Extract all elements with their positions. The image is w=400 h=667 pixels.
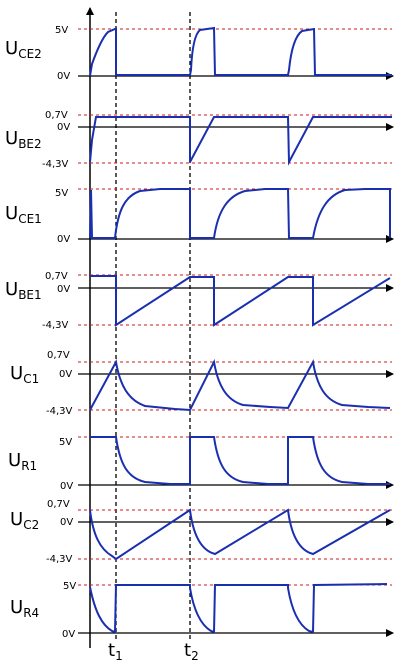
tick-label: -4,3V <box>42 320 69 331</box>
trace-label: UC2 <box>10 509 39 532</box>
trace-label: UBE1 <box>5 279 42 302</box>
tick-label: -4,3V <box>42 159 69 170</box>
tick-label: 5V <box>55 188 68 199</box>
tick-label: 5V <box>55 25 68 36</box>
signal-uce2 <box>89 26 392 77</box>
tick-label: 0,7V <box>47 350 70 361</box>
trace-label: UR1 <box>8 450 37 473</box>
trace-label: UR4 <box>10 597 39 620</box>
t2-label: t2 <box>184 640 199 663</box>
signal-uc2 <box>89 508 391 561</box>
trace-uc2: UC2 0,7V 0V -4,3V <box>10 499 394 565</box>
tick-label: 5V <box>63 581 76 592</box>
tick-label: 0,7V <box>47 499 70 510</box>
tick-label: 0V <box>57 234 70 245</box>
trace-label: UC1 <box>10 363 39 386</box>
signal-ur4 <box>89 583 388 634</box>
trace-ur1: UR1 5V 0V <box>8 436 394 492</box>
signal-ube1 <box>90 275 391 327</box>
tick-label: 0,7V <box>45 110 68 121</box>
tick-label: 0V <box>59 369 72 380</box>
t1-label: t1 <box>108 640 123 663</box>
trace-uce2: UCE2 5V 0V <box>5 25 394 82</box>
signal-uc1 <box>89 358 391 412</box>
trace-uce1: UCE1 5V 0V <box>5 188 394 245</box>
tick-label: 5V <box>59 437 72 448</box>
tick-label: 0V <box>60 481 73 492</box>
tick-label: 0V <box>60 517 73 528</box>
trace-label: UCE1 <box>5 203 42 226</box>
tick-label: -4,3V <box>46 554 73 565</box>
trace-label: UCE2 <box>5 38 42 61</box>
trace-ube2: UBE2 0,7V 0V -4,3V <box>5 110 394 170</box>
trace-ube1: UBE1 0,7V 0V -4,3V <box>5 271 394 331</box>
tick-label: 0V <box>57 122 70 133</box>
tick-label: 0,7V <box>45 271 68 282</box>
signal-uce1 <box>89 188 391 239</box>
trace-uc1: UC1 0,7V 0V -4,3V <box>10 350 394 417</box>
tick-label: 0V <box>57 71 70 82</box>
tick-label: -4,3V <box>46 406 73 417</box>
signal-ube2 <box>89 116 392 166</box>
trace-label: UBE2 <box>5 128 42 151</box>
tick-label: 0V <box>62 629 75 640</box>
signal-ur1 <box>90 436 390 485</box>
trace-ur4: UR4 5V 0V <box>10 581 394 640</box>
tick-label: 0V <box>57 284 70 295</box>
